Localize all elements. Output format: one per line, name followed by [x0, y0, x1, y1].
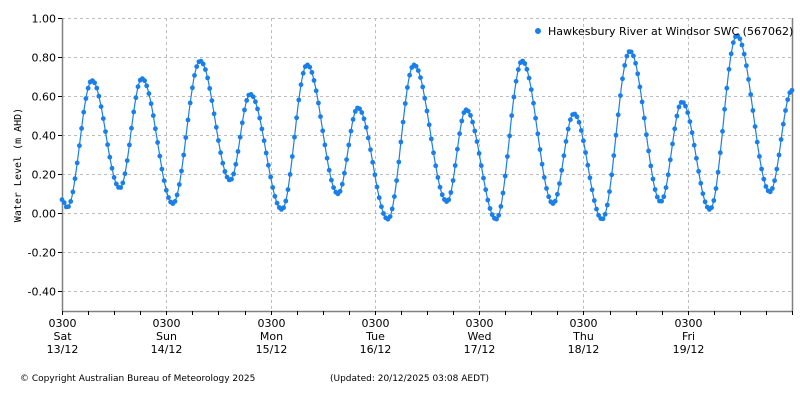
y-tick-label: 0.20 — [32, 169, 57, 182]
x-tick-label: Sun — [156, 330, 177, 343]
x-tick-label: Tue — [365, 330, 385, 343]
y-axis-ticks: 1.00 0.80 0.60 0.40 0.20 0.00 -0.20 -0.40 — [28, 13, 62, 299]
x-tick-label: Sat — [53, 330, 72, 343]
x-tick-label: 15/12 — [256, 343, 288, 356]
y-tick-label: 0.80 — [32, 52, 57, 65]
x-tick-label: Wed — [468, 330, 492, 343]
axes — [61, 18, 794, 313]
x-tick-label: 0300 — [258, 317, 286, 330]
x-tick-label: 13/12 — [47, 343, 79, 356]
legend-label: Hawkesbury River at Windsor SWC (567062) — [548, 25, 793, 38]
x-tick-label: Mon — [260, 330, 283, 343]
x-tick-label: 0300 — [49, 317, 77, 330]
x-tick-label: 16/12 — [360, 343, 392, 356]
y-axis-title: Water Level (m AHD) — [13, 108, 24, 222]
x-tick-label: 0300 — [570, 317, 598, 330]
y-tick-label: 1.00 — [32, 13, 57, 26]
grid-lines — [62, 18, 792, 311]
y-tick-label: 0.00 — [32, 208, 57, 221]
x-tick-label: 0300 — [153, 317, 181, 330]
x-tick-label: 0300 — [675, 317, 703, 330]
y-tick-label: -0.40 — [28, 286, 56, 299]
x-axis-ticks: 0300Sat13/120300Sun14/120300Mon15/120300… — [47, 311, 793, 356]
x-tick-label: 19/12 — [673, 343, 705, 356]
legend-marker-icon — [535, 28, 541, 34]
legend: Hawkesbury River at Windsor SWC (567062) — [535, 25, 793, 38]
x-tick-label: 18/12 — [568, 343, 600, 356]
updated-timestamp: (Updated: 20/12/2025 03:08 AEDT) — [330, 374, 490, 384]
series-hawkesbury-river — [59, 33, 795, 222]
y-tick-label: -0.20 — [28, 247, 56, 260]
x-tick-label: 17/12 — [464, 343, 496, 356]
x-tick-label: Thu — [572, 330, 594, 343]
x-tick-label: 0300 — [466, 317, 494, 330]
x-tick-label: 14/12 — [151, 343, 183, 356]
x-tick-label: 0300 — [362, 317, 390, 330]
x-tick-label: Fri — [682, 330, 695, 343]
y-tick-label: 0.40 — [32, 130, 57, 143]
y-tick-label: 0.60 — [32, 91, 57, 104]
copyright-text: © Copyright Australian Bureau of Meteoro… — [20, 374, 256, 384]
